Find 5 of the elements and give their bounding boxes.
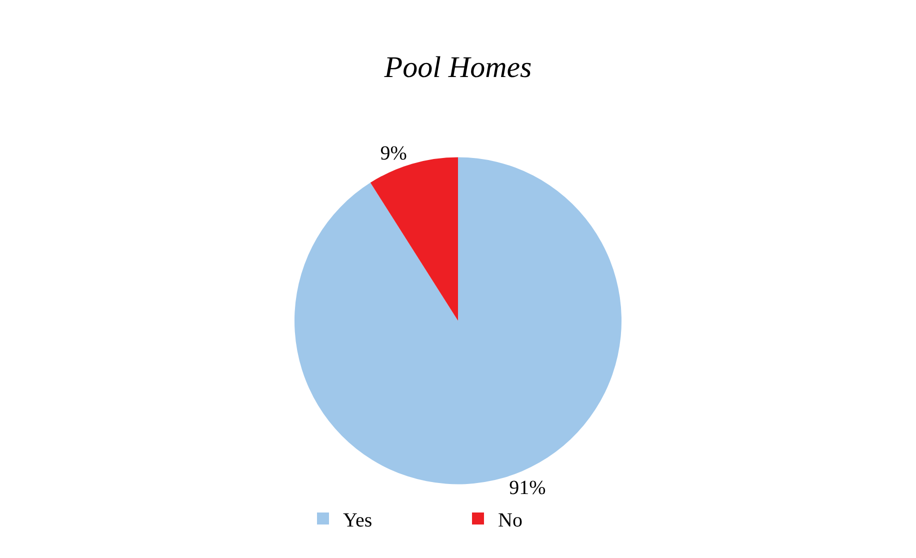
- legend-label: No: [498, 509, 522, 532]
- legend-label: Yes: [343, 509, 372, 532]
- data-label: 9%: [380, 142, 407, 165]
- data-label: 91%: [509, 476, 546, 499]
- chart-title: Pool Homes: [383, 50, 532, 84]
